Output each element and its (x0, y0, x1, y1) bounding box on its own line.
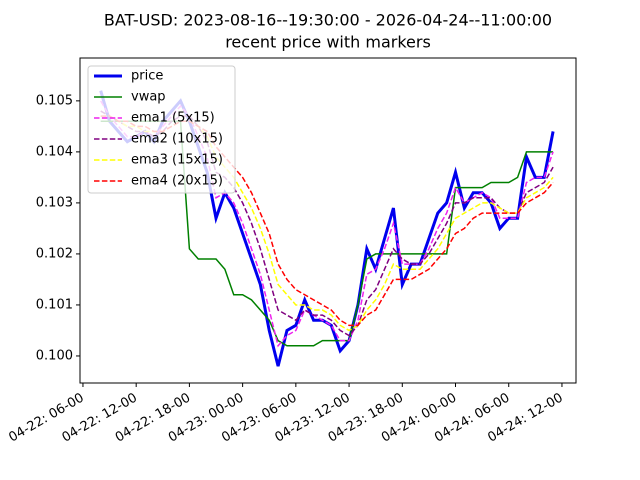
legend-box (87, 65, 236, 194)
legend-label: price (131, 69, 163, 84)
legend-label: ema3 (15x15) (131, 153, 223, 168)
y-tick-label: 0.105 (36, 93, 73, 108)
y-tick-label: 0.102 (36, 246, 73, 261)
legend-label: ema4 (20x15) (131, 174, 223, 189)
legend-label: vwap (131, 90, 166, 105)
y-tick-label: 0.103 (36, 195, 73, 210)
legend-label: ema1 (5x15) (131, 111, 215, 126)
chart-title: BAT-USD: 2023-08-16--19:30:00 - 2026-04-… (104, 11, 552, 30)
plot-frame (79, 57, 577, 384)
y-tick-label: 0.100 (36, 348, 73, 363)
y-tick-label: 0.101 (36, 297, 73, 312)
chart-subtitle: recent price with markers (225, 33, 431, 52)
y-tick-label: 0.104 (36, 144, 73, 159)
legend-label: ema2 (10x15) (131, 132, 223, 147)
